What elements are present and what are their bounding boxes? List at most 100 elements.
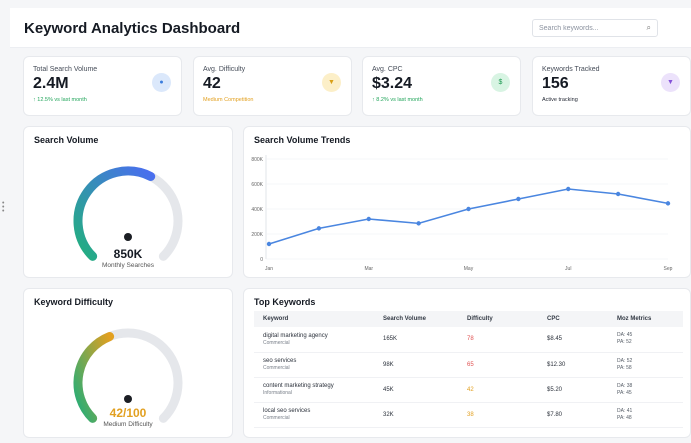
gauge-value-arc — [73, 166, 156, 261]
data-point — [516, 196, 521, 202]
pa-value: PA: 48 — [617, 414, 632, 421]
trends-card: Search Volume Trends 0 200K 400K 600K 800K Ja… — [243, 126, 691, 278]
stat-sub: Active tracking — [542, 97, 578, 103]
y-tick-label: 600K — [251, 182, 263, 188]
dot-icon: ● — [152, 73, 171, 92]
gauge-label: Monthly Searches — [101, 262, 155, 269]
stat-value: 2.4M — [33, 75, 69, 92]
keyword-text: digital marketing agency — [263, 332, 328, 339]
triangle-down-icon: ▼ — [661, 73, 680, 92]
difficulty-cell: 65 — [458, 352, 538, 378]
data-point — [366, 216, 371, 222]
search-input[interactable] — [539, 20, 639, 36]
moz-cell: DA: 45 PA: 52 — [608, 327, 683, 353]
data-point — [466, 206, 471, 212]
difficulty-cell: 38 — [458, 402, 538, 428]
data-point — [266, 241, 272, 247]
y-tick-label: 0 — [260, 257, 263, 263]
column-header[interactable]: Keyword — [254, 311, 374, 327]
table-row[interactable]: seo services Commercial 98K 65 $12.30 DA: 52 P… — [254, 352, 683, 378]
dollar-icon: $ — [491, 73, 510, 92]
gauge-value-arc — [73, 332, 115, 423]
cpc-cell: $8.45 — [538, 327, 608, 353]
x-tick-label: Mar — [364, 266, 373, 272]
keyword-category: Commercial — [263, 339, 290, 346]
pa-value: PA: 52 — [617, 339, 632, 346]
x-tick-label: May — [464, 266, 474, 272]
resize-handle[interactable]: • • • — [2, 200, 5, 215]
stat-value: 156 — [542, 75, 569, 92]
card-title: Search Volume Trends — [254, 135, 351, 145]
keyword-text: local seo services — [263, 408, 311, 414]
stat-card-tracked: Keywords Tracked 156 Active tracking ▼ — [532, 56, 691, 116]
search-volume-card: Search Volume 850K Monthly Searches — [23, 126, 233, 278]
pa-value: PA: 58 — [617, 364, 632, 371]
stat-value: 42 — [203, 75, 221, 92]
page-title: Keyword Analytics Dashboard — [24, 20, 241, 37]
da-value: DA: 45 — [617, 332, 633, 339]
stat-label: Total Search Volume — [33, 66, 98, 73]
keyword-text: seo services — [263, 358, 297, 364]
pa-value: PA: 45 — [617, 389, 632, 396]
cpc-cell: $7.80 — [538, 402, 608, 428]
da-value: DA: 52 — [617, 357, 633, 364]
gauge-value: 42/100 — [109, 406, 147, 420]
search-icon[interactable]: ⌕ — [646, 23, 651, 32]
stat-label: Keywords Tracked — [542, 66, 600, 73]
table-row[interactable]: content marketing strategy Informational 4… — [254, 377, 683, 403]
da-value: DA: 38 — [617, 382, 633, 389]
moz-cell: DA: 41 PA: 48 — [608, 402, 683, 428]
gauge-needle-dot — [124, 233, 132, 241]
moz-cell: DA: 52 PA: 58 — [608, 352, 683, 378]
y-tick-label: 400K — [251, 207, 263, 213]
column-header[interactable]: Search Volume — [374, 311, 458, 327]
x-tick-label: Jan — [265, 266, 273, 272]
stat-label: Avg. Difficulty — [203, 66, 246, 73]
stat-value: $3.24 — [372, 75, 413, 92]
data-point — [615, 191, 621, 197]
keywords-table: Keyword Search Volume Difficulty CPC Moz… — [254, 311, 683, 428]
header: Keyword Analytics Dashboard ⌕ — [10, 8, 691, 48]
card-title: Keyword Difficulty — [34, 297, 114, 307]
stat-sub: ↑ 8.2% vs last month — [372, 97, 423, 103]
gauge-value: 850K — [113, 247, 143, 261]
card-title: Top Keywords — [254, 297, 316, 307]
y-tick-label: 200K — [251, 232, 263, 238]
data-point — [665, 201, 671, 206]
volume-cell: 32K — [374, 402, 458, 428]
stat-card-cpc: Avg. CPC $3.24 ↑ 8.2% vs last month $ — [362, 56, 521, 116]
x-tick-label: Jul — [565, 266, 571, 272]
difficulty-cell: 42 — [458, 377, 538, 403]
column-header[interactable]: Difficulty — [458, 311, 538, 327]
y-tick-label: 800K — [251, 157, 263, 163]
volume-cell: 165K — [374, 327, 458, 353]
table-header-row: Keyword Search Volume Difficulty CPC Moz… — [254, 311, 683, 327]
da-value: DA: 41 — [617, 407, 633, 414]
table-row[interactable]: local seo services Commercial 32K 38 $7.80 DA… — [254, 402, 683, 428]
data-point — [416, 221, 421, 226]
keyword-cell: digital marketing agency Commercial — [254, 327, 374, 353]
search-volume-gauge — [73, 166, 183, 261]
stat-card-difficulty: Avg. Difficulty 42 Medium Competition ▼ — [193, 56, 352, 116]
volume-cell: 45K — [374, 377, 458, 403]
keyword-text: content marketing strategy — [263, 383, 334, 389]
stat-label: Avg. CPC — [372, 66, 403, 73]
keyword-cell: seo services Commercial — [254, 352, 374, 378]
data-point — [316, 226, 322, 231]
column-header[interactable]: Moz Metrics — [608, 311, 683, 327]
difficulty-card: Keyword Difficulty 42/100 Medium Difficu… — [23, 288, 233, 438]
search-box[interactable]: ⌕ — [532, 19, 658, 37]
triangle-down-icon: ▼ — [322, 73, 341, 92]
series-line — [268, 188, 669, 245]
difficulty-cell: 78 — [458, 327, 538, 353]
stat-sub: ↑ 12.5% vs last month — [33, 97, 87, 103]
column-header[interactable]: CPC — [538, 311, 608, 327]
stat-card-total-volume: Total Search Volume 2.4M ↑ 12.5% vs last… — [23, 56, 182, 116]
stat-sub: Medium Competition — [203, 97, 254, 103]
keyword-category: Commercial — [263, 415, 290, 421]
table-row[interactable]: digital marketing agency Commercial 165K 78… — [254, 327, 683, 353]
keyword-category: Commercial — [263, 365, 290, 371]
keyword-cell: local seo services Commercial — [254, 402, 374, 428]
keyword-category: Informational — [263, 390, 292, 396]
top-keywords-card: Top Keywords Keyword Search Volume Diffi… — [243, 288, 691, 438]
